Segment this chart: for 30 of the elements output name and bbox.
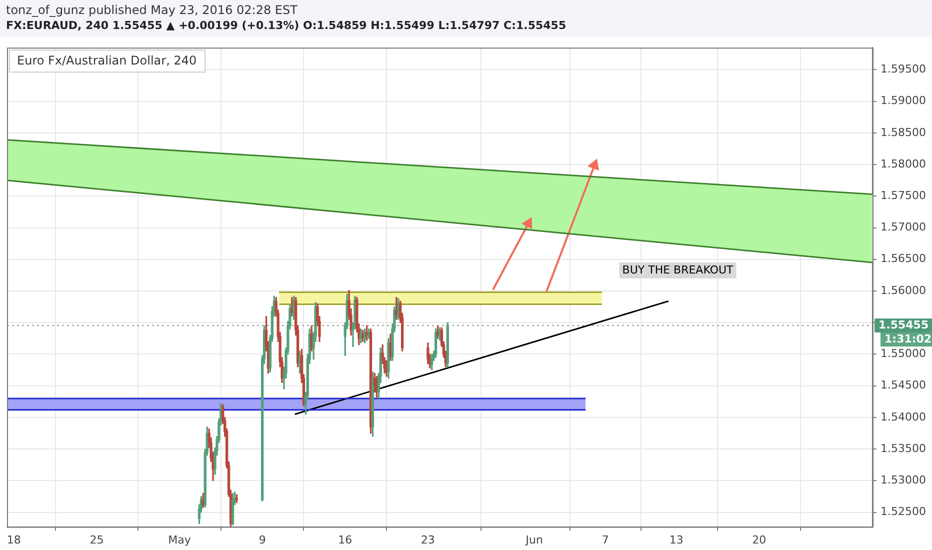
chart-subtitle: FX:EURAUD, 240 1.55455 ▲ +0.00199 (+0.13%) O:1.54859 H:1.55499 L:1.54797 C:1.55455 [6, 18, 568, 34]
y-tick-label: 1.57500 [880, 189, 926, 202]
x-tick-label: Jun [524, 533, 544, 546]
x-tick-label: 13 [669, 533, 684, 546]
y-tick-label: 1.56000 [880, 284, 926, 297]
y-tick-label: 1.57000 [880, 220, 926, 234]
y-tick-label: 1.53000 [880, 474, 926, 487]
y-tick-label: 1.52500 [880, 505, 926, 518]
y-tick-label: 1.53500 [880, 442, 926, 455]
x-tick-label: 25 [90, 533, 104, 546]
y-tick-label: 1.59500 [880, 62, 926, 76]
y-tick-label: 1.55000 [880, 347, 926, 360]
x-tick-label: 18 [6, 533, 21, 546]
text: tonz_of_gunz published May 23, 2016 02:28 EST [6, 2, 298, 18]
text: 1:31:02 [884, 332, 932, 346]
y-tick-label: 1.54000 [880, 410, 926, 424]
y-tick-label: 1.58500 [880, 126, 926, 139]
y-tick-label: 1.59000 [880, 94, 926, 108]
x-tick-label: 16 [338, 533, 352, 546]
annotation: BUY THE BREAKOUT [622, 263, 734, 276]
x-tick-label: 23 [420, 533, 435, 546]
y-tick-label: 1.58000 [880, 157, 926, 170]
x-tick-label: 7 [602, 533, 609, 546]
y-tick-label: 1.54500 [880, 378, 926, 392]
ref-line-label: 1.55455 [878, 318, 929, 332]
x-tick-label: May [168, 533, 192, 546]
x-tick-label: 20 [752, 533, 766, 546]
y-tick-label: 1.56500 [880, 252, 926, 266]
text: Euro Fx/Australian Dollar, 240 [17, 54, 197, 68]
x-tick-label: 9 [258, 533, 266, 546]
